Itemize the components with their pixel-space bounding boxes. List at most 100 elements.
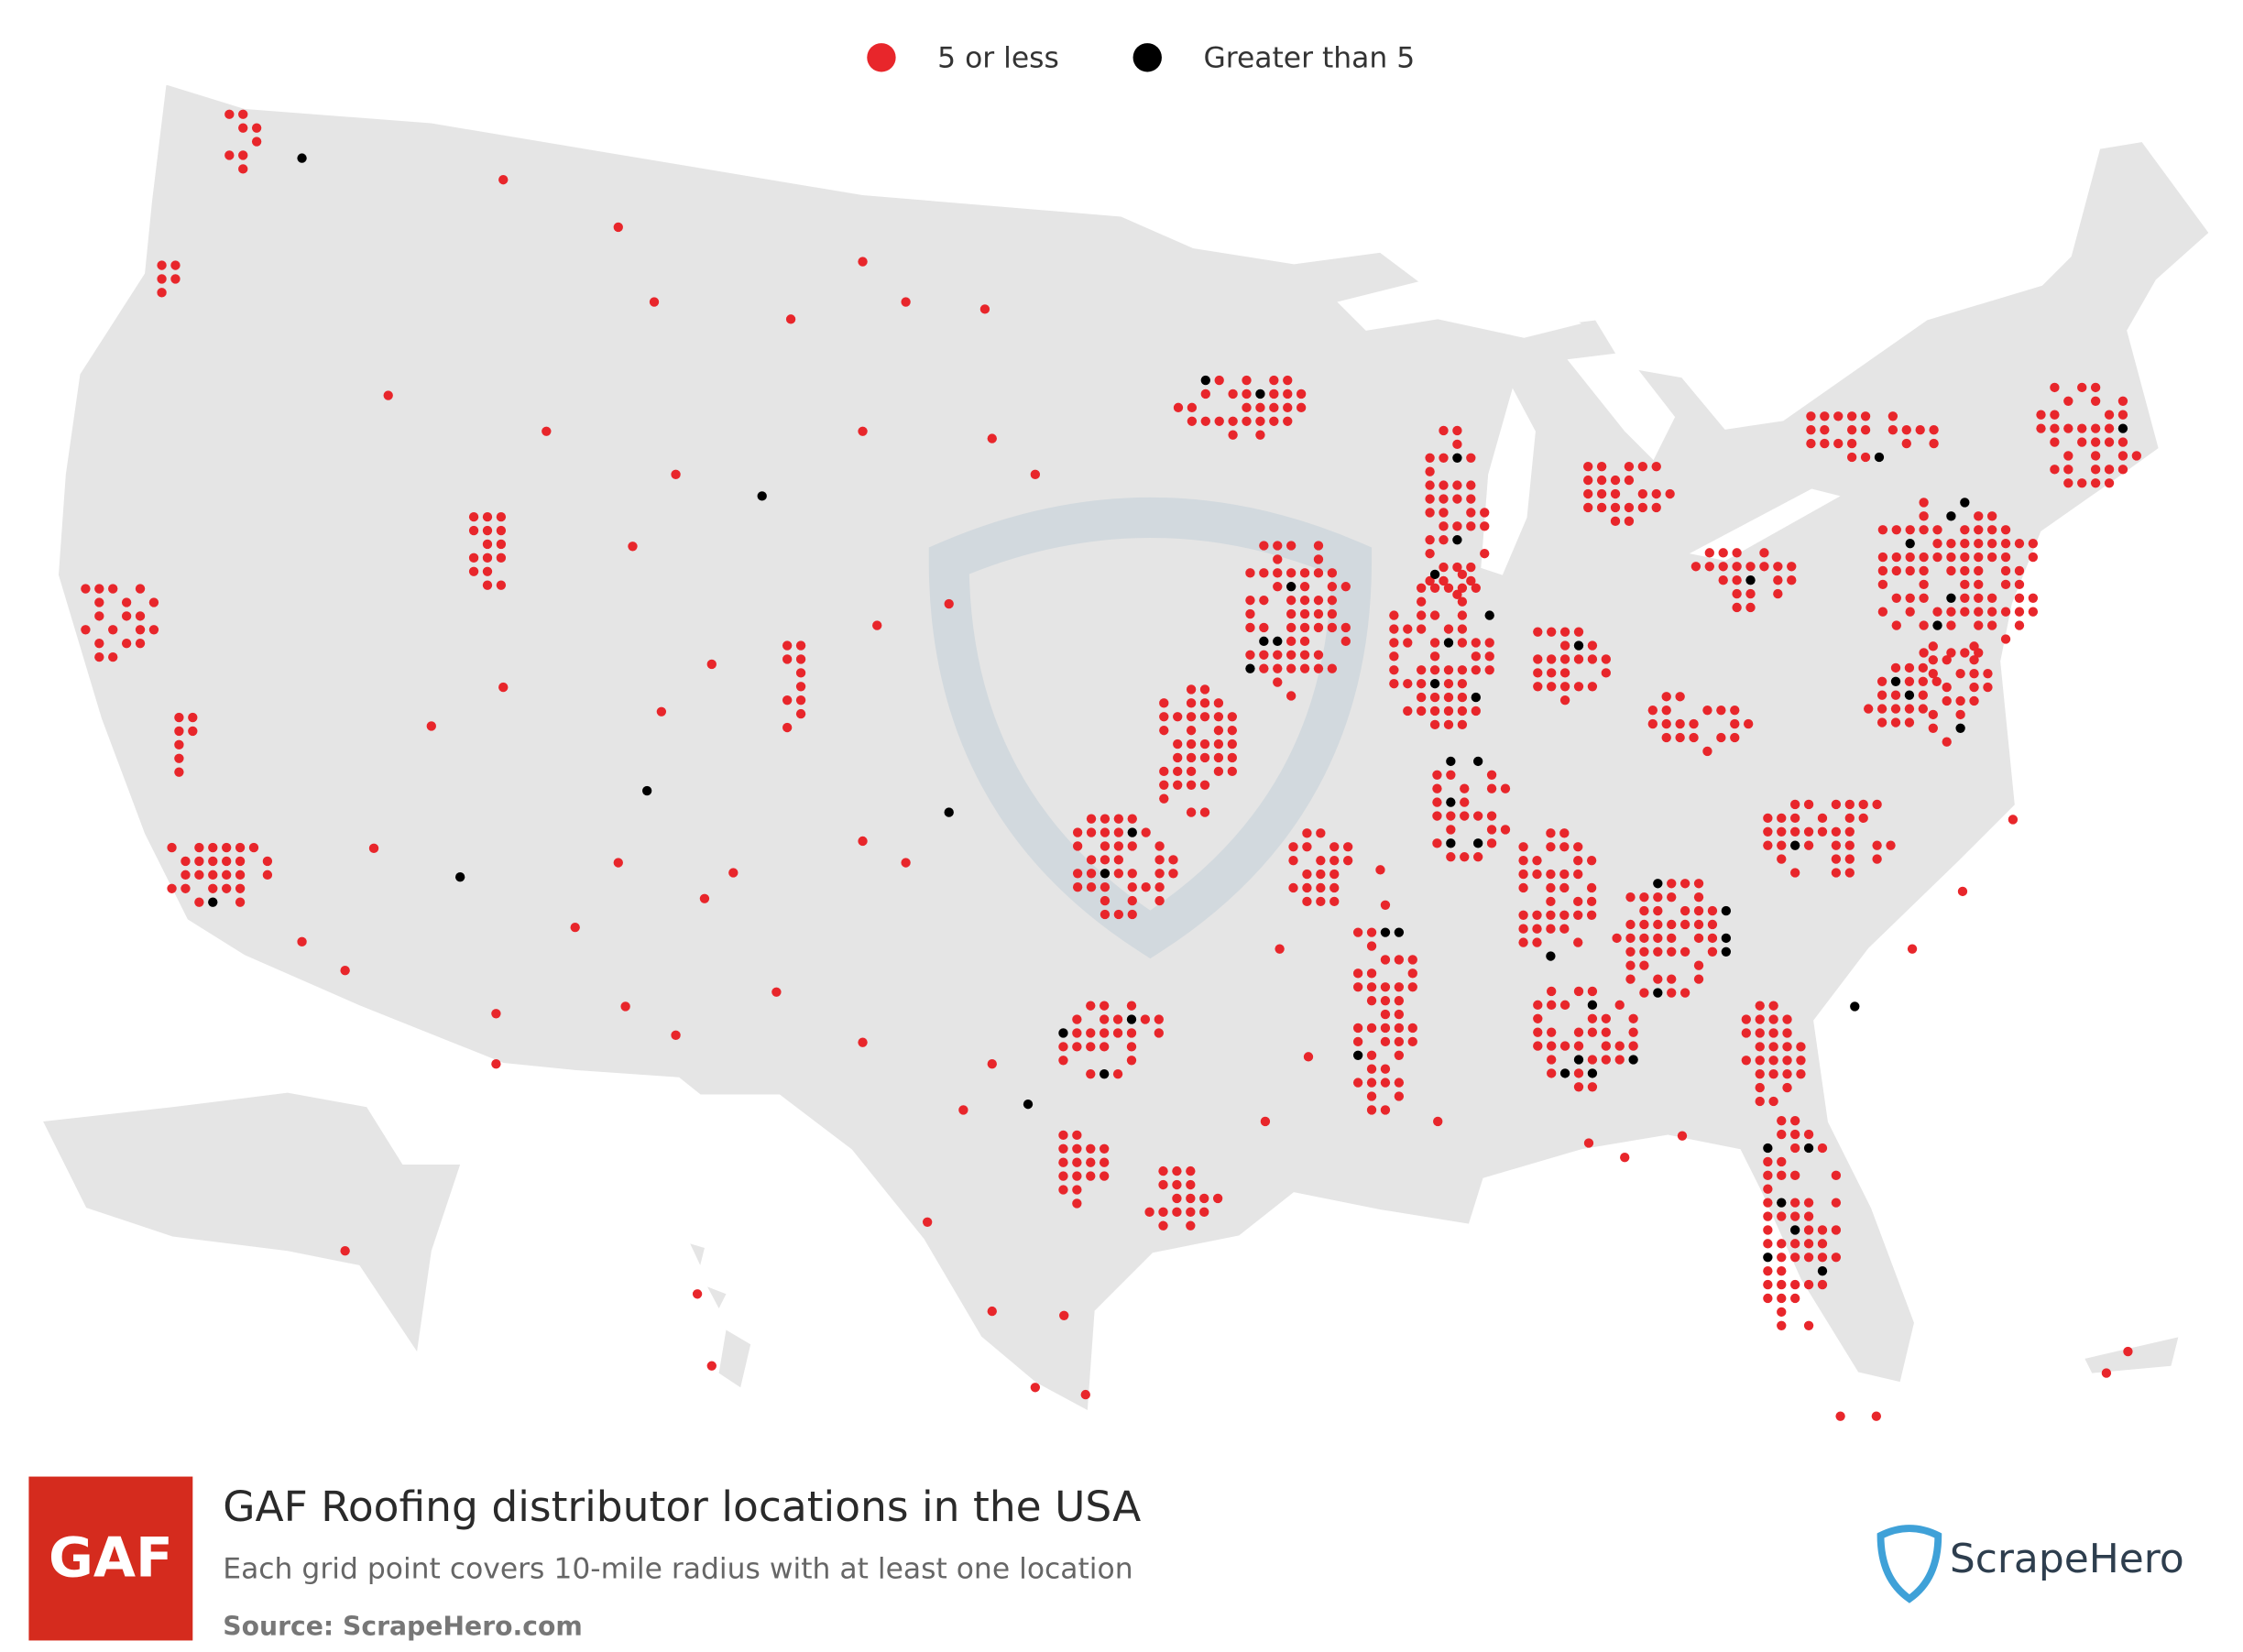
location-dot xyxy=(901,297,911,307)
location-dot xyxy=(1904,676,1915,686)
location-dot xyxy=(1919,579,1929,590)
location-dot xyxy=(1058,1028,1068,1038)
location-dot xyxy=(1158,1220,1168,1231)
location-dot xyxy=(1072,1028,1082,1038)
location-dot xyxy=(1443,624,1454,634)
location-dot xyxy=(1452,453,1462,463)
location-dot xyxy=(2077,423,2087,433)
location-dot xyxy=(1366,1064,1377,1074)
location-dot xyxy=(1099,1014,1110,1024)
location-dot xyxy=(1100,855,1111,865)
location-dot xyxy=(1639,960,1649,970)
location-dot xyxy=(1763,826,1773,837)
location-dot xyxy=(1302,828,1312,838)
location-dot xyxy=(1286,650,1297,660)
location-dot xyxy=(1439,562,1449,573)
location-dot xyxy=(1389,665,1399,675)
location-dot xyxy=(1213,725,1224,736)
location-dot xyxy=(468,552,479,563)
location-dot xyxy=(1342,855,1353,866)
location-dot xyxy=(1835,1411,1845,1421)
location-dot xyxy=(1693,960,1704,970)
location-dot xyxy=(482,580,493,590)
location-dot xyxy=(1227,752,1238,763)
location-dot xyxy=(1946,511,1956,521)
location-dot xyxy=(1303,1052,1314,1062)
hawaii xyxy=(690,1243,751,1388)
location-dot xyxy=(1058,1185,1068,1195)
location-dot xyxy=(1573,842,1583,852)
location-dot xyxy=(1227,766,1238,777)
location-dot xyxy=(1259,568,1269,578)
location-dot xyxy=(1486,838,1497,848)
legend-label: Greater than 5 xyxy=(1203,41,1415,74)
location-dot xyxy=(1429,583,1440,593)
location-dot xyxy=(1100,895,1111,906)
legend: 5 or less Greater than 5 xyxy=(867,41,1415,74)
location-dot xyxy=(1168,855,1178,865)
location-dot xyxy=(1255,430,1265,440)
location-dot xyxy=(1452,439,1462,450)
location-dot xyxy=(1693,892,1704,903)
location-dot xyxy=(1416,665,1427,675)
location-dot xyxy=(1955,668,1965,679)
location-dot xyxy=(262,856,273,867)
location-dot xyxy=(1789,1211,1800,1221)
location-dot xyxy=(2104,478,2115,488)
location-dot xyxy=(1745,562,1756,572)
location-dot xyxy=(1199,752,1210,763)
location-dot xyxy=(1844,854,1855,864)
location-dot xyxy=(1286,595,1297,606)
location-dot xyxy=(108,625,118,635)
title: GAF Roofing distributor locations in the… xyxy=(223,1482,1141,1531)
location-dot xyxy=(1928,655,1938,665)
location-dot xyxy=(1425,466,1435,476)
location-dot xyxy=(1773,562,1783,572)
location-dot xyxy=(1533,654,1543,664)
location-dot xyxy=(1394,955,1405,965)
location-dot xyxy=(1086,882,1097,892)
location-dot xyxy=(1844,868,1855,878)
location-dot xyxy=(1273,541,1283,551)
location-dot xyxy=(795,640,806,651)
location-dot xyxy=(1891,525,1901,535)
location-dot xyxy=(222,883,232,893)
location-dot xyxy=(1732,574,1742,585)
location-dot xyxy=(872,620,882,630)
location-dot xyxy=(2014,593,2025,603)
location-dot xyxy=(1080,1389,1090,1400)
watermark-shield xyxy=(928,497,1373,959)
location-dot xyxy=(1777,1320,1787,1330)
location-dot xyxy=(1466,521,1476,531)
location-dot xyxy=(1316,896,1326,907)
location-dot xyxy=(1283,388,1293,399)
location-dot xyxy=(148,597,159,607)
location-dot xyxy=(1380,1009,1391,1020)
location-dot xyxy=(1288,855,1298,866)
location-dot xyxy=(795,708,806,719)
location-dot xyxy=(1573,855,1583,866)
location-dot xyxy=(1803,1225,1814,1235)
location-dot xyxy=(1366,968,1377,979)
location-dot xyxy=(1486,770,1497,780)
location-dot xyxy=(1601,1041,1611,1051)
location-dot xyxy=(1187,416,1198,426)
location-dot xyxy=(858,836,868,847)
location-dot xyxy=(1173,738,1183,749)
location-dot xyxy=(1141,827,1151,837)
location-dot xyxy=(1245,650,1255,660)
location-dot xyxy=(1296,402,1307,413)
location-dot xyxy=(1891,565,1901,576)
location-dot xyxy=(1559,627,1570,637)
location-dot xyxy=(1624,516,1635,527)
location-dot xyxy=(181,856,191,867)
location-dot xyxy=(1817,1253,1828,1263)
location-dot xyxy=(1086,1157,1096,1167)
location-dot xyxy=(613,858,623,868)
location-dot xyxy=(1213,712,1224,722)
location-dot xyxy=(496,580,507,590)
location-dot xyxy=(795,668,806,678)
location-dot xyxy=(1228,430,1238,440)
